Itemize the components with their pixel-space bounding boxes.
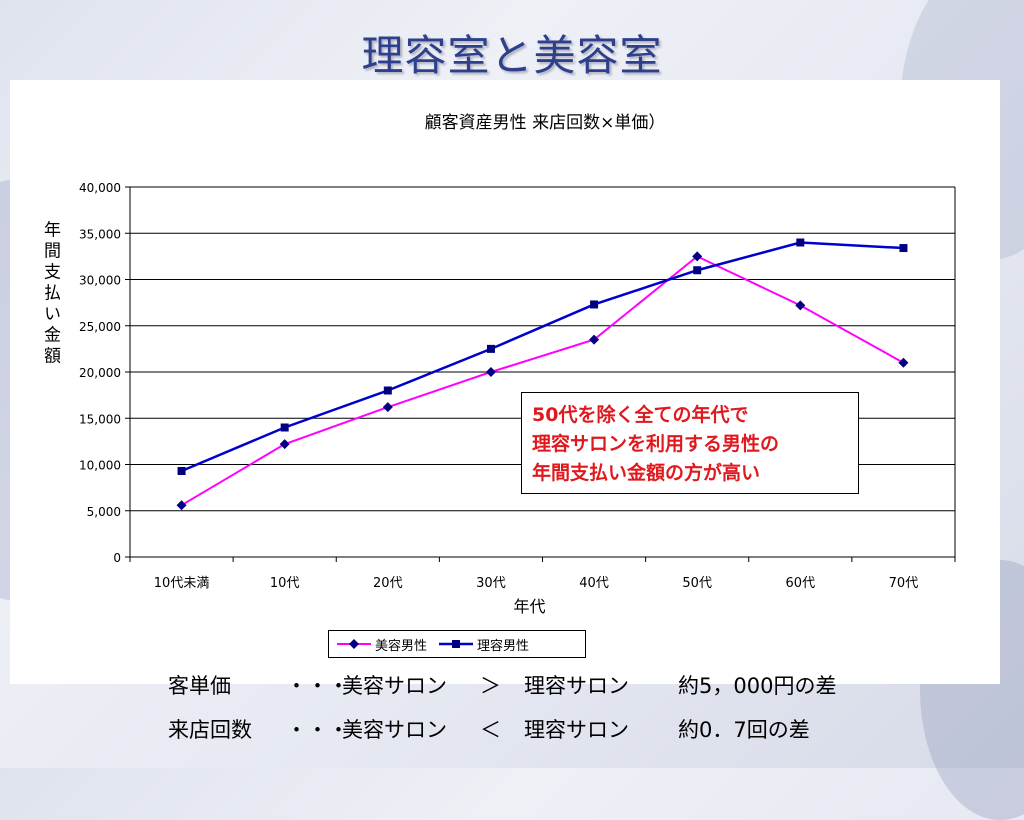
x-tick-label: 60代 [786,576,816,591]
y-tick-label: 15,000 [79,412,121,426]
series-line-2 [181,241,904,473]
data-point [589,334,600,345]
data-point [280,423,289,432]
x-tick-label: 70代 [889,576,919,591]
summary-operator: ＞ [480,674,501,698]
summary-right: 理容サロン [524,674,629,698]
summary-operator: ＜ [480,718,501,742]
y-tick-label: 40,000 [79,181,121,195]
chart-legend: 美容男性 理容男性 [328,630,586,658]
summary-note: 約5，000円の差 [678,674,837,698]
y-tick-label: 10,000 [79,459,121,473]
callout-line: 50代を除く全ての年代で [532,404,749,426]
x-tick-label: 10代未満 [154,576,210,591]
diamond-marker-icon [337,639,371,649]
y-tick-label: 5,000 [87,505,121,519]
summary-note: 約0．7回の差 [678,718,810,742]
summary-dots: ・・・ [286,718,349,742]
data-point [383,386,392,395]
x-tick-label: 50代 [682,576,712,591]
data-point [796,238,805,247]
data-point [693,266,702,275]
x-axis-label: 年代 [513,597,545,616]
y-tick-label: 35,000 [79,227,121,241]
chart-title: 顧客資産男性 来店回数×単価） [425,113,666,133]
data-point [176,500,187,511]
callout-box: 50代を除く全ての年代で 理容サロンを利用する男性の 年間支払い金額の方が高い [521,392,859,494]
data-point [898,357,909,368]
y-tick-label: 25,000 [79,320,121,334]
data-point [485,367,496,377]
summary-right: 理容サロン [524,718,629,742]
x-tick-label: 40代 [579,576,609,591]
summary-label: 客単価 [168,674,231,698]
data-point [590,300,599,309]
data-point [486,344,495,353]
y-tick-label: 20,000 [79,366,121,380]
data-point [279,439,290,450]
summary-label: 来店回数 [168,718,252,742]
legend-label: 理容男性 [477,638,530,654]
data-point [382,402,393,413]
x-tick-label: 30代 [476,576,506,591]
data-point [692,251,703,262]
y-axis-label: 年間支払い金額 [40,220,61,367]
summary-left: 美容サロン [342,674,447,698]
y-tick-label: 30,000 [79,274,121,288]
callout-line: 年間支払い金額の方が高い [532,462,761,484]
x-tick-label: 10代 [270,576,300,591]
data-point [177,466,186,475]
data-point [795,300,806,311]
square-marker-icon [439,640,474,648]
slide-title: 理容室と美容室 [361,31,663,80]
x-tick-label: 20代 [373,576,403,591]
summary-dots: ・・・ [286,674,349,698]
y-tick-label: 0 [113,551,121,565]
legend-item-riyou: 理容男性 [439,635,529,654]
summary-left: 美容サロン [342,718,447,742]
chart-panel: 顧客資産男性 来店回数×単価） 0 5,000 10,000 15,000 20,000 2… [10,80,1000,684]
legend-item-biyou: 美容男性 [337,635,427,654]
callout-line: 理容サロンを利用する男性の [532,433,780,455]
legend-label: 美容男性 [375,638,428,654]
series-line-1 [181,255,904,507]
data-point [899,244,908,253]
line-chart: 顧客資産男性 来店回数×単価） 0 5,000 10,000 15,000 20,000 2… [40,113,956,616]
